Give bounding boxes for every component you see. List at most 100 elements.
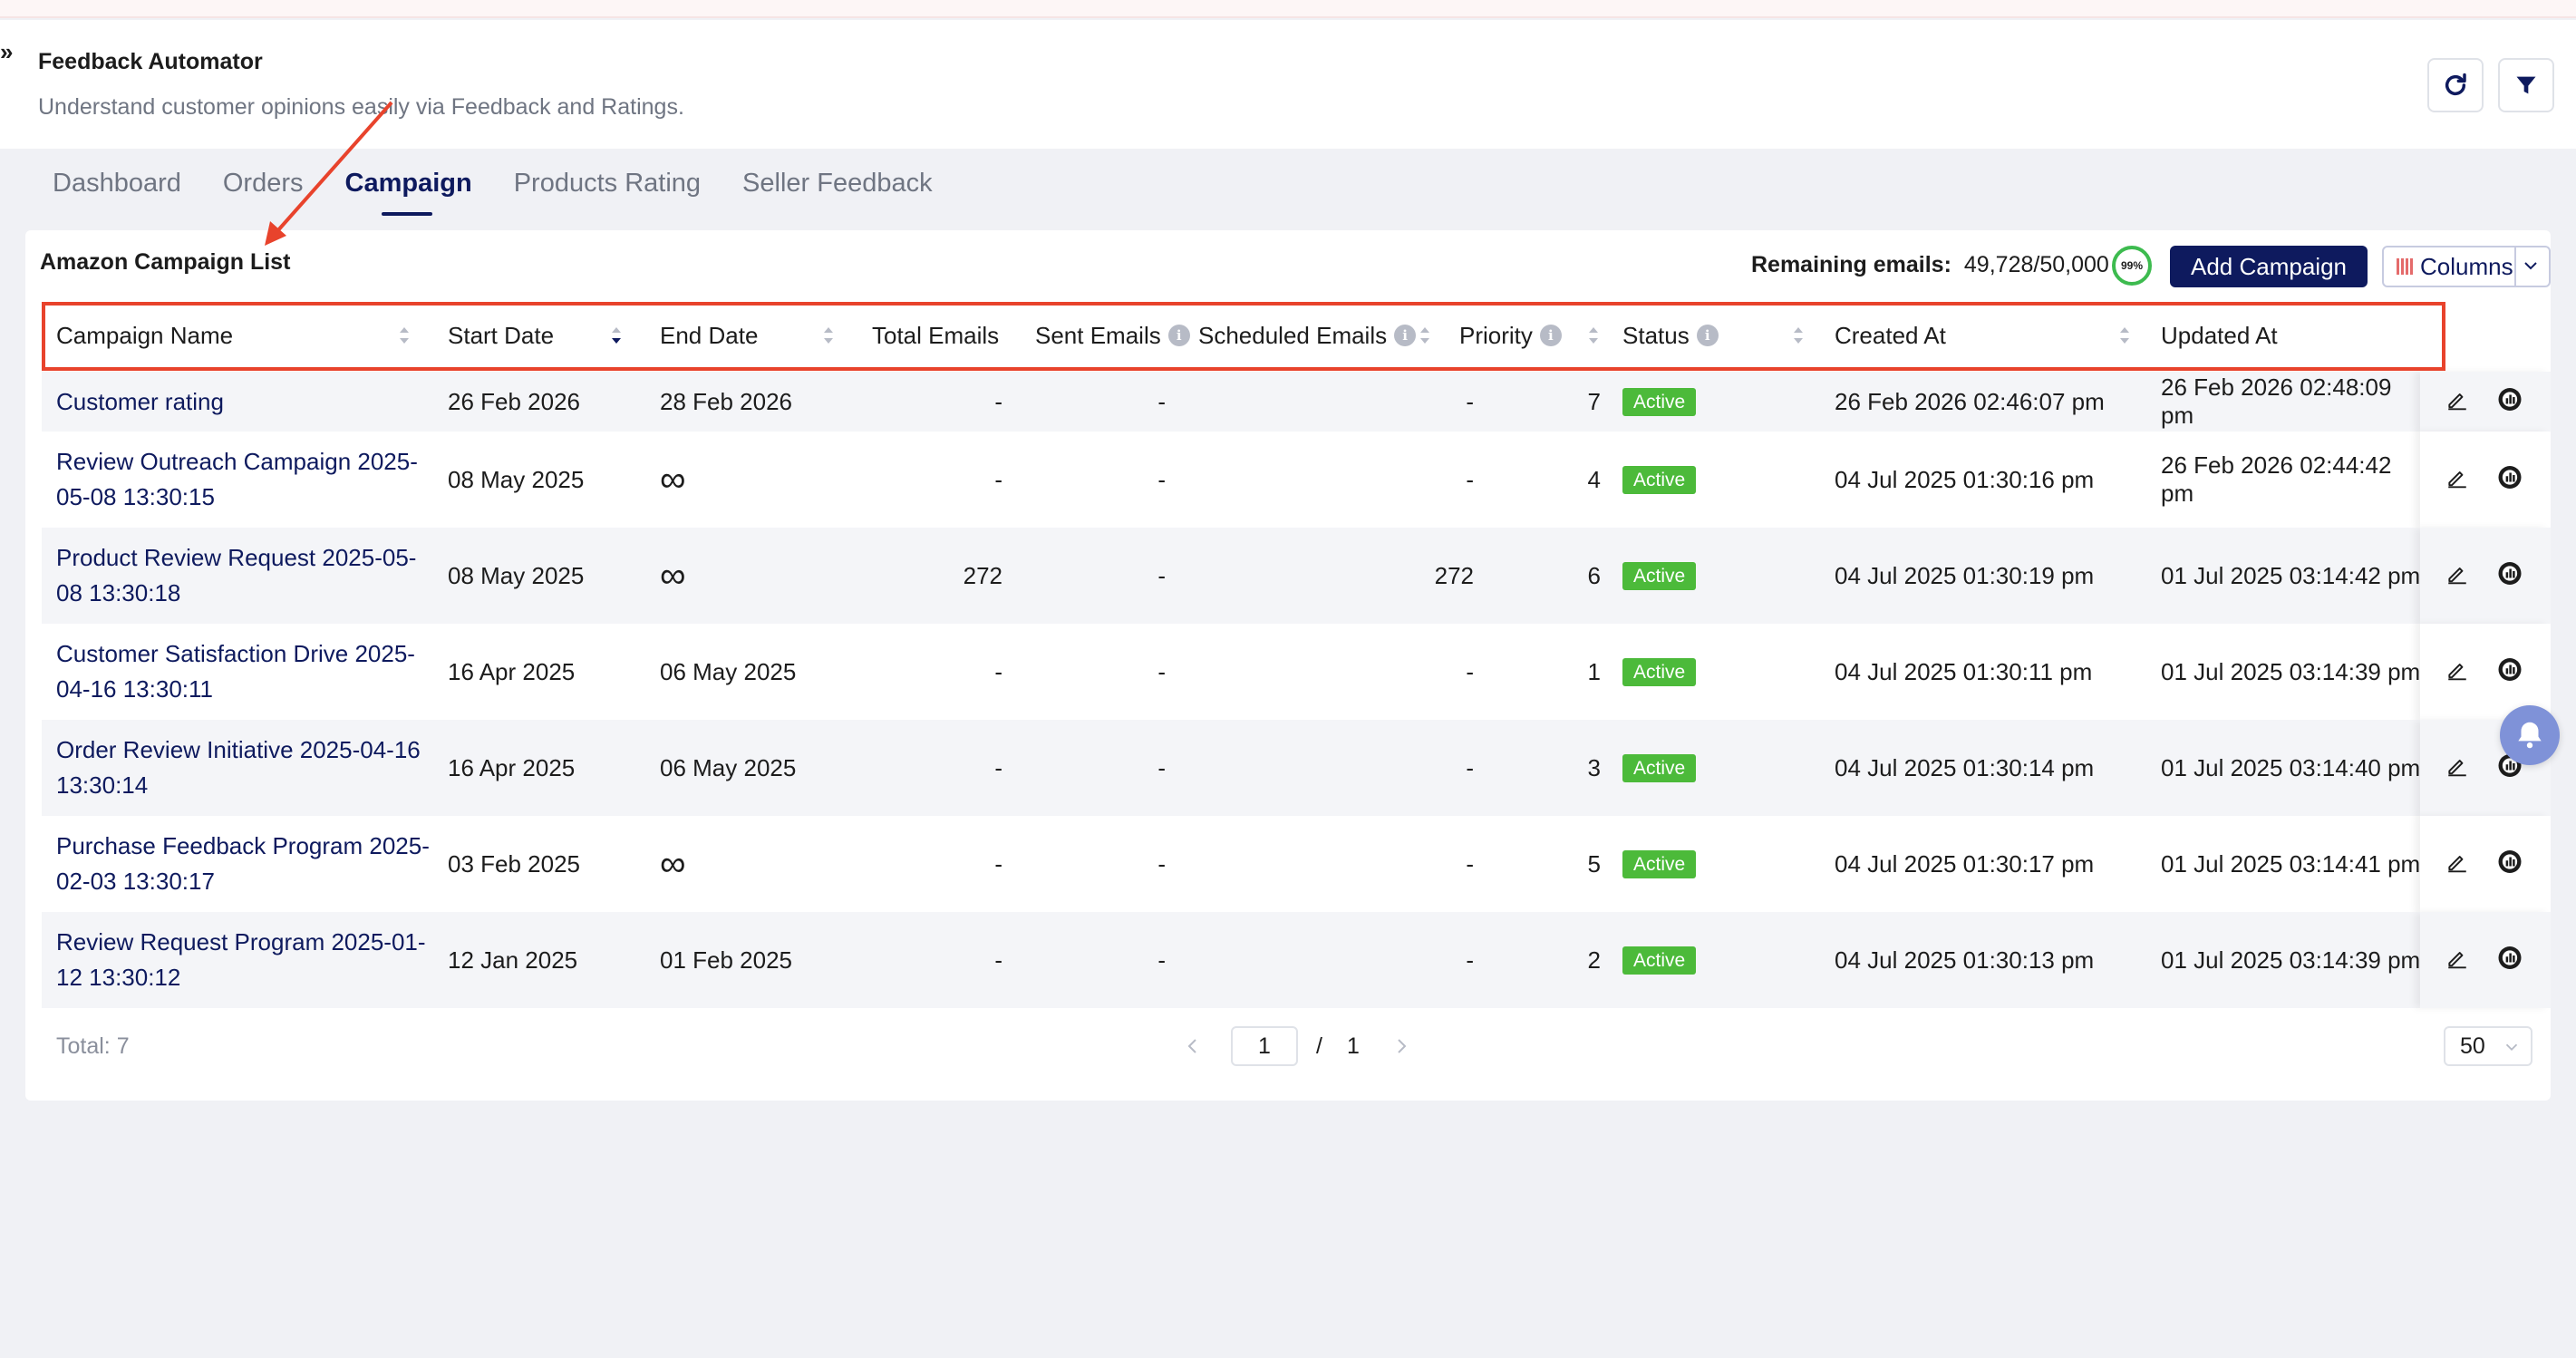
info-icon[interactable]: i [1696,325,1719,346]
chevron-down-icon [2505,1043,2518,1052]
edit-icon[interactable] [2445,946,2469,975]
status-cell: Active [1622,372,1767,432]
updated-at-cell: 01 Jul 2025 03:14:41 pm [2161,849,2421,878]
tab-campaign[interactable]: Campaign [345,169,472,219]
scheduled-emails-cell: - [1466,657,1474,685]
col-end-date[interactable]: End Date [660,321,759,349]
remaining-emails-label: Remaining emails: [1751,252,1951,277]
row-actions [2420,432,2551,528]
analytics-icon[interactable] [2496,656,2523,688]
chevron-down-icon[interactable] [2520,255,2542,276]
tab-dashboard[interactable]: Dashboard [53,169,181,198]
start-date-cell: 08 May 2025 [448,465,585,493]
campaign-name-link[interactable]: Purchase Feedback Program 2025-02-03 13:… [56,832,430,895]
status-cell: Active [1622,432,1767,528]
campaign-name-link[interactable]: Review Outreach Campaign 2025-05-08 13:3… [56,448,418,510]
sort-icon[interactable] [1586,323,1601,348]
scheduled-emails-cell: - [1466,849,1474,878]
row-actions [2420,816,2551,912]
sent-emails-cell: - [1157,753,1166,781]
analytics-icon[interactable] [2496,945,2523,976]
start-date-cell: 08 May 2025 [448,561,585,589]
sort-icon[interactable] [397,323,412,348]
priority-cell: 6 [1587,561,1601,589]
col-start-date[interactable]: Start Date [448,321,555,349]
priority-cell: 2 [1587,946,1601,974]
updated-at-cell: 26 Feb 2026 02:48:09 pm [2161,373,2392,429]
analytics-icon[interactable] [2496,386,2523,418]
analytics-icon[interactable] [2496,560,2523,592]
sort-icon[interactable] [821,323,836,348]
sort-icon[interactable] [609,323,624,348]
edit-icon[interactable] [2445,754,2469,782]
status-badge: Active [1622,753,1697,782]
sent-emails-cell: - [1157,561,1166,589]
sort-icon[interactable] [1791,323,1806,348]
total-count: Total: 7 [56,1033,130,1059]
start-date-cell: 03 Feb 2025 [448,849,581,878]
row-actions [2420,372,2551,432]
notification-bell-button[interactable] [2500,705,2560,765]
sent-emails-cell: - [1157,849,1166,878]
tab-orders[interactable]: Orders [222,169,304,198]
sort-icon[interactable] [1418,323,1432,348]
priority-cell: 3 [1587,753,1601,781]
filter-button[interactable] [2498,58,2554,112]
columns-button[interactable]: Columns [2382,246,2551,287]
col-status-label: Status [1622,321,1690,349]
chevron-right-icon[interactable] [1390,1035,1412,1057]
page-number-input[interactable]: 1 [1231,1026,1298,1066]
end-date-cell: ∞ [660,843,686,884]
edit-icon[interactable] [2445,850,2469,878]
edit-icon[interactable] [2445,562,2469,590]
add-campaign-button[interactable]: Add Campaign [2170,246,2368,287]
info-icon[interactable]: i [1394,325,1417,346]
refresh-button[interactable] [2427,58,2484,112]
info-icon[interactable]: i [1167,325,1190,346]
col-total-emails: Total Emails [872,321,1000,349]
col-created-at[interactable]: Created At [1835,321,1946,349]
table-row: Order Review Initiative 2025-04-16 13:30… [42,720,2551,816]
status-cell: Active [1622,816,1767,912]
sidebar-expand-toggle[interactable]: » [0,38,14,65]
campaign-name-link[interactable]: Customer Satisfaction Drive 2025-04-16 1… [56,640,415,703]
total-emails-cell: 272 [963,561,1002,589]
page-separator: / [1316,1033,1322,1059]
total-emails-cell: - [994,387,1002,415]
campaign-name-link[interactable]: Product Review Request 2025-05-08 13:30:… [56,544,417,606]
edit-icon[interactable] [2445,466,2469,494]
status-cell: Active [1622,624,1767,720]
table-row: Review Outreach Campaign 2025-05-08 13:3… [42,432,2551,528]
info-icon[interactable]: i [1539,325,1562,346]
col-sent-emails-label: Sent Emails [1035,321,1161,349]
sort-icon[interactable] [2117,323,2132,348]
campaign-name-link[interactable]: Review Request Program 2025-01-12 13:30:… [56,928,426,991]
remaining-percent-indicator: 99% [2112,246,2152,286]
status-badge: Active [1622,465,1697,494]
analytics-icon[interactable] [2496,464,2523,496]
col-status[interactable]: Status i [1622,299,1719,372]
campaign-name-link[interactable]: Customer rating [56,387,224,415]
campaign-name-link[interactable]: Order Review Initiative 2025-04-16 13:30… [56,736,421,799]
tab-products-rating[interactable]: Products Rating [513,169,702,198]
updated-at-cell: 01 Jul 2025 03:14:40 pm [2161,753,2421,781]
row-actions [2420,528,2551,624]
chevron-left-icon[interactable] [1182,1035,1204,1057]
start-date-cell: 16 Apr 2025 [448,753,576,781]
end-date-cell: ∞ [660,555,686,596]
analytics-icon[interactable] [2496,849,2523,880]
status-badge: Active [1622,946,1697,975]
filter-icon [2516,76,2536,94]
col-priority[interactable]: Priority i [1459,299,1562,372]
edit-icon[interactable] [2445,388,2469,416]
col-campaign-name[interactable]: Campaign Name [56,321,234,349]
edit-icon[interactable] [2445,658,2469,686]
tab-seller-feedback[interactable]: Seller Feedback [742,169,933,198]
table-row: Customer rating 26 Feb 2026 28 Feb 2026 - - -… [42,372,2551,432]
start-date-cell: 16 Apr 2025 [448,657,576,685]
start-date-cell: 12 Jan 2025 [448,946,578,974]
priority-cell: 4 [1587,465,1601,493]
priority-cell: 1 [1587,657,1601,685]
page-size-select[interactable]: 50 [2444,1026,2532,1066]
updated-at-cell: 01 Jul 2025 03:14:39 pm [2161,657,2421,685]
